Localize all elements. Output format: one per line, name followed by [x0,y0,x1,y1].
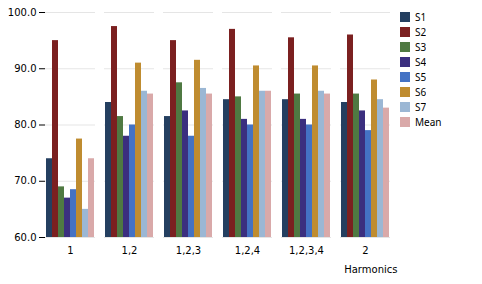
svg-text:60.0: 60.0 [14,232,36,243]
svg-text:80.0: 80.0 [14,119,36,130]
html-text:S3: S3 [415,40,427,54]
svg-text:70.0: 70.0 [14,175,36,186]
html-text:S2: S2 [415,25,427,39]
html-text:S4: S4 [415,55,427,69]
svg-text:1,2,4: 1,2,4 [235,245,260,256]
html-text:S6: S6 [415,85,427,99]
svg-text:1,2: 1,2 [122,245,138,256]
svg-text:90.0: 90.0 [14,63,36,74]
svg-text:2: 2 [362,245,368,256]
html-text:Mean: Mean [415,115,442,129]
svg-text:1: 1 [67,245,73,256]
html-text:S7: S7 [415,100,427,114]
html-text:S1: S1 [415,10,427,24]
svg-text:1,2,3: 1,2,3 [176,245,201,256]
svg-text:100.0: 100.0 [8,7,37,18]
svg-text:Harmonics: Harmonics [344,264,397,275]
html-text:S5: S5 [415,70,427,84]
svg-text:1,2,3,4: 1,2,3,4 [289,245,324,256]
